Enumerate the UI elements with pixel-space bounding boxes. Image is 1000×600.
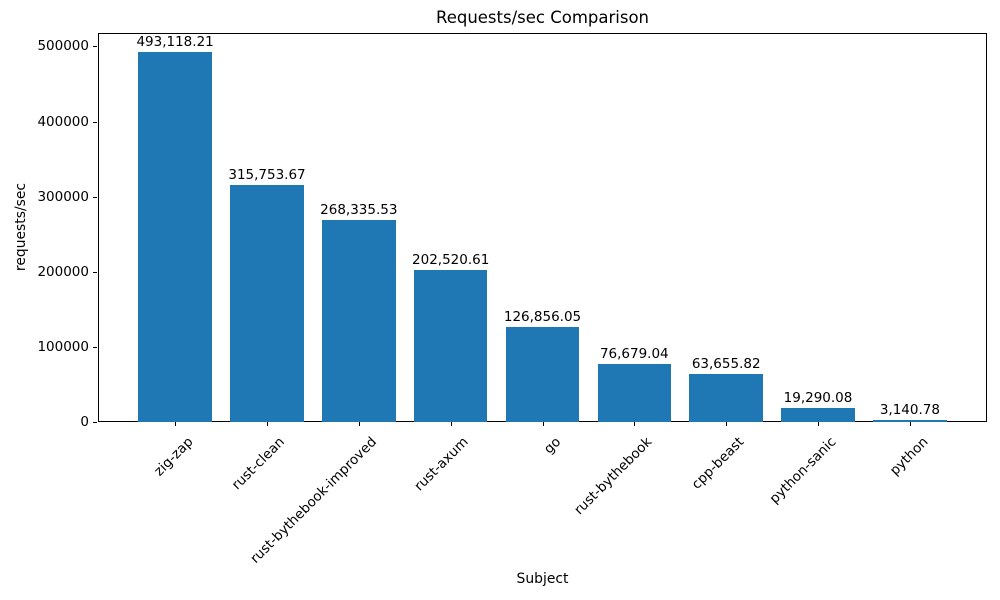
- x-tick-mark: [726, 422, 728, 426]
- x-tick-label: rust-clean: [229, 434, 289, 494]
- bar-python: [873, 419, 947, 422]
- bar-go: [505, 326, 580, 422]
- x-tick-mark: [358, 422, 360, 426]
- y-tick-mark: [93, 346, 97, 348]
- x-tick-label: go: [540, 434, 564, 458]
- x-tick-label: python: [886, 434, 932, 479]
- y-tick-mark: [93, 121, 97, 123]
- x-tick-mark: [175, 422, 177, 426]
- y-tick-label: 300000: [37, 188, 89, 205]
- x-tick-label: cpp-beast: [688, 434, 748, 493]
- y-tick-mark: [93, 196, 97, 198]
- bar-rust-axum: [413, 269, 488, 422]
- bar-value-label: 202,520.61: [412, 251, 490, 268]
- bar-rust-bythebook: [597, 364, 672, 422]
- y-tick-label: 100000: [37, 338, 89, 355]
- y-tick-label: 0: [80, 414, 89, 430]
- bar-value-label: 63,655.82: [691, 356, 761, 373]
- y-tick-label: 400000: [37, 113, 89, 130]
- bar-rust-bythebook-improved: [322, 220, 396, 422]
- x-tick-label: rust-bythebook: [571, 434, 656, 519]
- x-tick-mark: [909, 422, 911, 426]
- bar-value-label: 268,335.53: [320, 202, 398, 219]
- bar-value-label: 19,290.08: [783, 389, 853, 406]
- x-tick-label: python-sanic: [766, 434, 840, 507]
- x-tick-mark: [634, 422, 636, 426]
- x-tick-mark: [267, 422, 268, 426]
- bar-rust-clean: [230, 184, 304, 422]
- bar-value-label: 315,753.67: [228, 166, 306, 183]
- y-axis-label: requests/sec: [13, 182, 29, 272]
- x-tick-label: zig-zap: [151, 434, 197, 480]
- chart-title: Requests/sec Comparison: [435, 8, 650, 27]
- x-tick-mark: [450, 422, 452, 426]
- x-tick-mark: [542, 422, 544, 426]
- y-tick-mark: [93, 46, 97, 48]
- bar-value-label: 76,679.04: [599, 346, 669, 363]
- bar-value-label: 493,118.21: [136, 33, 214, 50]
- y-tick-label: 500000: [37, 38, 89, 55]
- x-axis-label: Subject: [516, 571, 569, 587]
- bar-value-label: 3,140.78: [879, 401, 940, 418]
- y-tick-mark: [93, 271, 97, 273]
- bar-python-sanic: [781, 407, 855, 422]
- x-tick-label: rust-axum: [411, 434, 473, 495]
- y-tick-label: 200000: [37, 263, 89, 280]
- bar-value-label: 126,856.05: [503, 308, 582, 325]
- y-tick-mark: [93, 422, 97, 423]
- x-tick-mark: [818, 422, 819, 426]
- bar-zig-zap: [138, 51, 212, 422]
- bar-cpp-beast: [689, 374, 763, 422]
